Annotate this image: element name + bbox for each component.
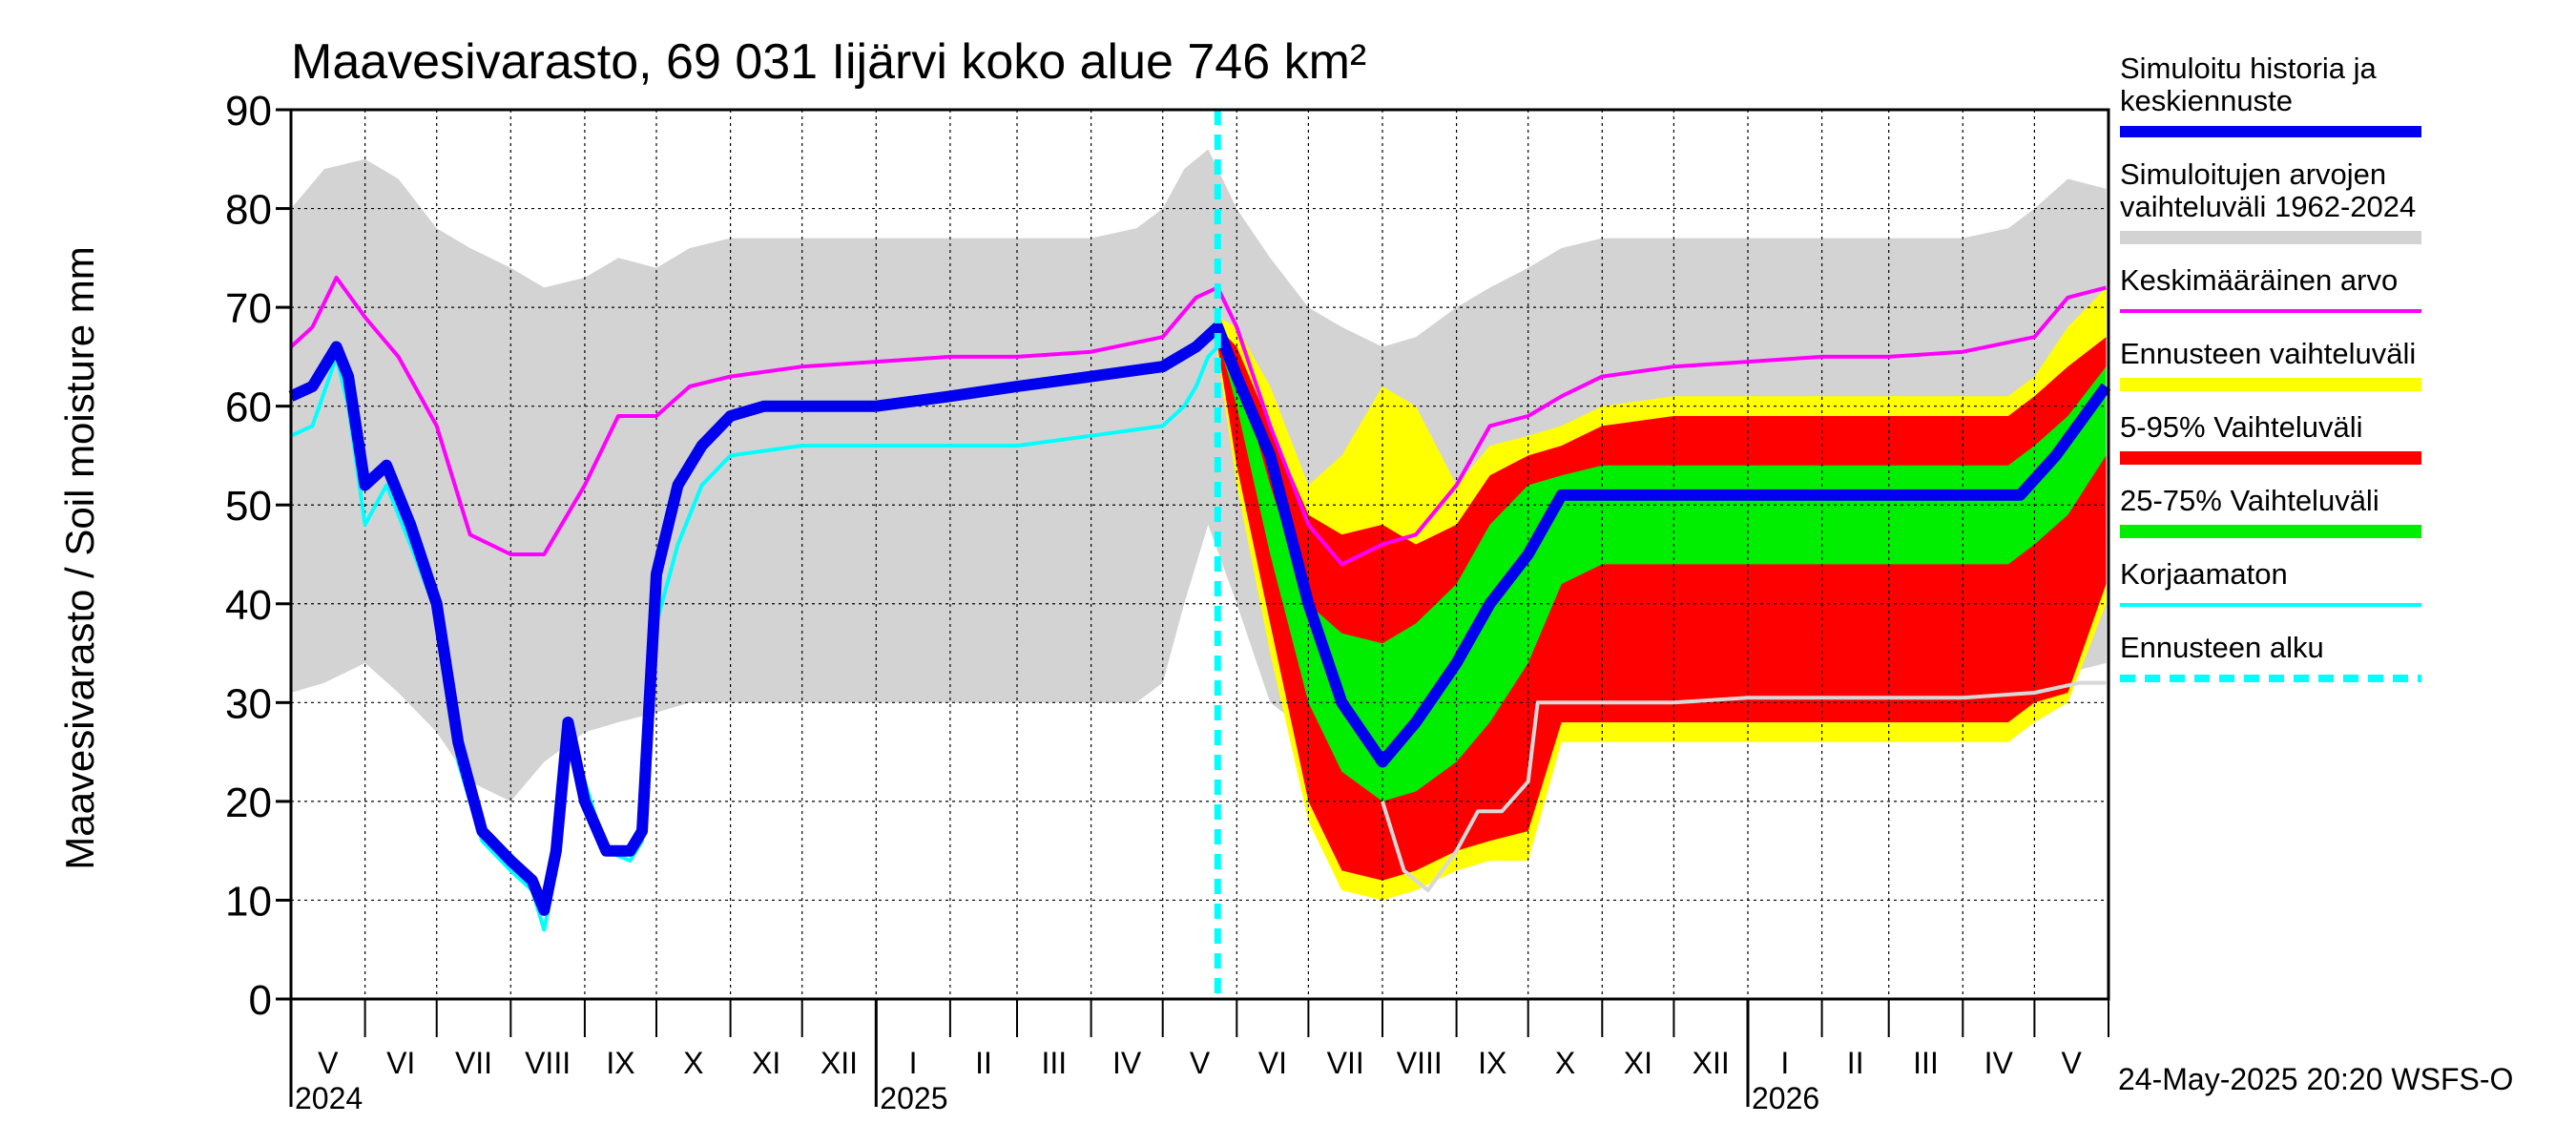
x-month-label: VIII <box>1397 1046 1443 1080</box>
x-year-label: 2024 <box>295 1081 363 1115</box>
y-tick-label: 0 <box>249 977 272 1024</box>
x-month-label: IX <box>1478 1046 1506 1080</box>
grid-lines <box>291 110 2109 999</box>
data-lines <box>288 110 2111 999</box>
x-month-label: XI <box>752 1046 780 1080</box>
x-year-label: 2026 <box>1752 1081 1819 1115</box>
x-month-label: I <box>1780 1046 1789 1080</box>
x-month-label: VI <box>386 1046 415 1080</box>
x-month-label: IX <box>606 1046 634 1080</box>
x-month-label: III <box>1041 1046 1067 1080</box>
y-tick-label: 10 <box>225 878 272 925</box>
legend-label: vaihteluväli 1962-2024 <box>2120 190 2416 223</box>
y-tick-label: 50 <box>225 483 272 530</box>
x-month-label: III <box>1913 1046 1939 1080</box>
y-tick-label: 60 <box>225 385 272 431</box>
legend-label: Simuloitujen arvojen <box>2120 157 2386 191</box>
line-simulated <box>288 321 2111 916</box>
x-month-label: V <box>1190 1046 1211 1080</box>
y-tick-label: 70 <box>225 285 272 332</box>
y-tick-label: 20 <box>225 780 272 826</box>
x-month-label: II <box>1847 1046 1864 1080</box>
plot-frame <box>289 108 2110 1001</box>
x-month-label: X <box>683 1046 703 1080</box>
x-month-label: IV <box>1112 1046 1142 1080</box>
legend-label: keskiennuste <box>2120 84 2293 117</box>
legend-label: 25-75% Vaihteluväli <box>2120 484 2379 517</box>
x-month-label: VI <box>1258 1046 1287 1080</box>
x-month-label: VII <box>455 1046 492 1080</box>
x-month-label: XII <box>821 1046 858 1080</box>
chart-title: Maavesivarasto, 69 031 Iijärvi koko alue… <box>291 34 1366 90</box>
line-uncorrected <box>1381 680 2107 893</box>
x-year-label: 2025 <box>880 1081 947 1115</box>
legend-label: Simuloitu historia ja <box>2120 52 2378 85</box>
legend-label: Korjaamaton <box>2120 557 2288 591</box>
x-month-label: I <box>909 1046 918 1080</box>
legend-label: Ennusteen vaihteluväli <box>2120 337 2416 370</box>
footer-timestamp: 24-May-2025 20:20 WSFS-O <box>2118 1062 2513 1096</box>
x-month-label: XII <box>1693 1046 1730 1080</box>
x-axis: V VI VII VIII IX X XI XII I II III IV V VI VII VIII IX X X… <box>289 999 2109 1115</box>
x-month-label: V <box>318 1046 339 1080</box>
y-tick-label: 30 <box>225 680 272 727</box>
x-month-label: X <box>1555 1046 1575 1080</box>
x-month-label: IV <box>1984 1046 2014 1080</box>
y-tick-label: 90 <box>225 88 272 135</box>
y-tick-label: 40 <box>225 582 272 629</box>
y-tick-label: 80 <box>225 187 272 234</box>
x-month-label: VIII <box>525 1046 571 1080</box>
x-month-label: VII <box>1327 1046 1364 1080</box>
legend-label: Keskimääräinen arvo <box>2120 263 2398 297</box>
line-mean <box>289 276 2108 567</box>
x-month-label: V <box>2062 1046 2083 1080</box>
x-month-label: II <box>975 1046 992 1080</box>
legend-label: Ennusteen alku <box>2120 631 2324 664</box>
legend-label: 5-95% Vaihteluväli <box>2120 410 2362 444</box>
y-axis-label: Maavesivarasto / Soil moisture mm <box>57 246 102 870</box>
x-month-label: XI <box>1624 1046 1652 1080</box>
y-axis-ticks: 0 10 20 30 40 50 60 70 80 90 <box>225 88 291 1024</box>
